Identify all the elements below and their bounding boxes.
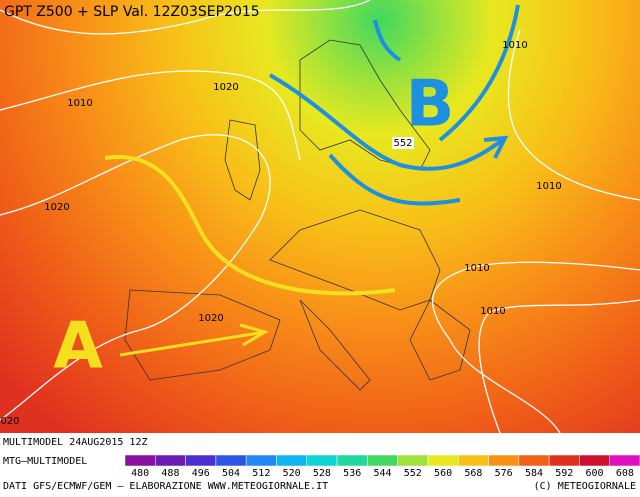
legend-tick-label: 600 (586, 468, 604, 479)
legend-swatch (609, 454, 640, 467)
legend-tick-label: 608 (616, 468, 634, 479)
isobar-label: 1010 (536, 181, 561, 192)
isobars (0, 0, 640, 433)
legend-swatch (518, 454, 550, 467)
legend-swatch (215, 454, 247, 467)
legend-swatch (367, 454, 398, 467)
legend-swatch (245, 454, 277, 467)
legend-swatch (124, 454, 156, 467)
legend-swatch (457, 454, 489, 467)
isobar-label: 1010 (502, 40, 527, 51)
low-pressure-label: B (406, 68, 455, 142)
legend-tick-label: 576 (495, 468, 513, 479)
legend-swatch (548, 454, 580, 467)
legend-tick-label: 528 (313, 468, 331, 479)
legend-tick-label: 520 (283, 468, 301, 479)
legend-tick-label: 560 (434, 468, 452, 479)
trough-arrows (268, 4, 520, 206)
color-legend: 480 488 496 504 512 520 528 536 544 552 560 568 576 5… (124, 454, 640, 479)
high-pressure-label: A (53, 310, 103, 384)
model-name: MTG–MULTIMODEL (3, 456, 87, 467)
legend-swatch (427, 454, 459, 467)
geopotential-label: 552 (393, 138, 412, 149)
model-run: MULTIMODEL 24AUG2015 12Z (3, 437, 148, 448)
legend-swatch (336, 454, 368, 467)
isobar-label: 1020 (198, 313, 223, 324)
sources: DATI GFS/ECMWF/GEM – ELABORAZIONE WWW.ME… (3, 481, 328, 492)
ridge-axis (104, 154, 396, 296)
map-background (0, 0, 640, 433)
isobar-label: 1010 (480, 306, 505, 317)
legend-tick-label: 504 (222, 468, 240, 479)
legend-tick-label: 568 (464, 468, 482, 479)
legend-tick-label: 512 (252, 468, 270, 479)
legend-swatch (488, 454, 520, 467)
legend-tick-label: 496 (192, 468, 210, 479)
map-title: GPT Z500 + SLP Val. 12Z03SEP2015 (4, 4, 260, 20)
legend-swatch (306, 454, 338, 467)
legend-swatch (276, 454, 308, 467)
isobar-label: 1020 (44, 202, 69, 213)
isobar-label: 1010 (67, 98, 92, 109)
legend-tick-label: 488 (161, 468, 179, 479)
legend-tick-label: 480 (131, 468, 149, 479)
legend-swatch (185, 454, 217, 467)
legend-swatch (155, 454, 186, 467)
copyright: (C) METEOGIORNALE (534, 481, 636, 492)
flow-arrow (119, 323, 269, 357)
coastlines (124, 39, 471, 391)
isobar-label: 1010 (464, 263, 489, 274)
geopotential-label-box (392, 137, 414, 149)
isobar-label: 020 (0, 416, 19, 427)
legend-tick-label: 536 (343, 468, 361, 479)
legend-tick-label: 584 (525, 468, 543, 479)
legend-swatch (397, 454, 429, 467)
legend-swatch (579, 454, 610, 467)
legend-tick-label: 592 (555, 468, 573, 479)
legend-tick-label: 544 (373, 468, 391, 479)
legend-tick-label: 552 (404, 468, 422, 479)
isobar-label: 1020 (213, 82, 238, 93)
